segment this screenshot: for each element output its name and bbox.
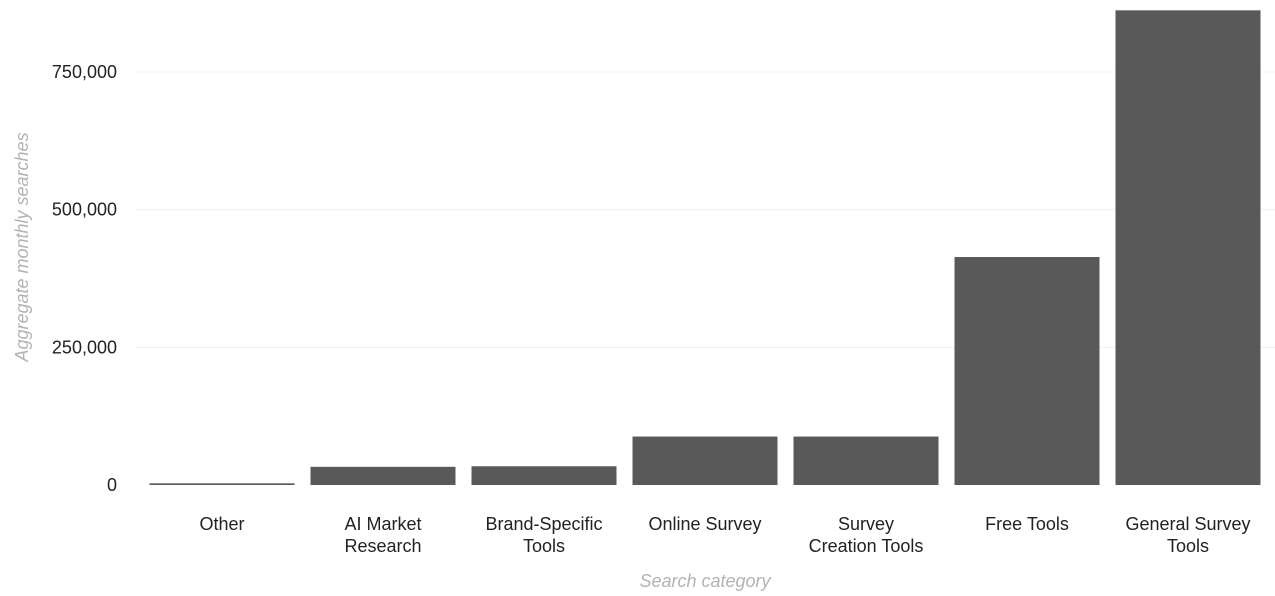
gridlines: [135, 71, 1275, 348]
x-tick-label: General Survey Tools: [1125, 514, 1250, 556]
y-tick-label: 0: [107, 475, 117, 495]
bar: [632, 436, 778, 485]
x-axis-title: Search category: [639, 571, 771, 591]
y-tick-label: 750,000: [52, 62, 117, 82]
x-tick-label-line: Tools: [1167, 536, 1209, 556]
x-tick-label: Other: [199, 514, 244, 534]
x-tick-label: Free Tools: [985, 514, 1069, 534]
x-tick-label: Brand-Specific Tools: [485, 514, 602, 556]
x-tick-label-line: General Survey: [1125, 514, 1250, 534]
x-tick-label-line: Brand-Specific: [485, 514, 602, 534]
y-axis-title: Aggregate monthly searches: [12, 132, 32, 362]
x-tick-label-line: Survey: [838, 514, 894, 534]
x-tick-label-line: Research: [344, 536, 421, 556]
x-tick-label-line: Tools: [523, 536, 565, 556]
bar: [471, 466, 617, 485]
x-tick-label: Survey Creation Tools: [809, 514, 924, 556]
x-tick-label-line: Free Tools: [985, 514, 1069, 534]
bar: [793, 436, 939, 485]
bar: [149, 483, 295, 485]
x-tick-label-line: Online Survey: [648, 514, 761, 534]
x-tick-label: Online Survey: [648, 514, 761, 534]
bar: [954, 257, 1100, 485]
bar: [1115, 10, 1261, 485]
x-tick-label-line: Other: [199, 514, 244, 534]
x-tick-label-line: AI Market: [344, 514, 421, 534]
y-tick-label: 250,000: [52, 337, 117, 357]
y-axis-ticks: 0 250,000 500,000 750,000: [52, 62, 117, 495]
bar: [310, 466, 456, 485]
y-tick-label: 500,000: [52, 200, 117, 220]
x-tick-label: AI Market Research: [344, 514, 421, 556]
x-tick-label-line: Creation Tools: [809, 536, 924, 556]
bars: [149, 10, 1261, 485]
